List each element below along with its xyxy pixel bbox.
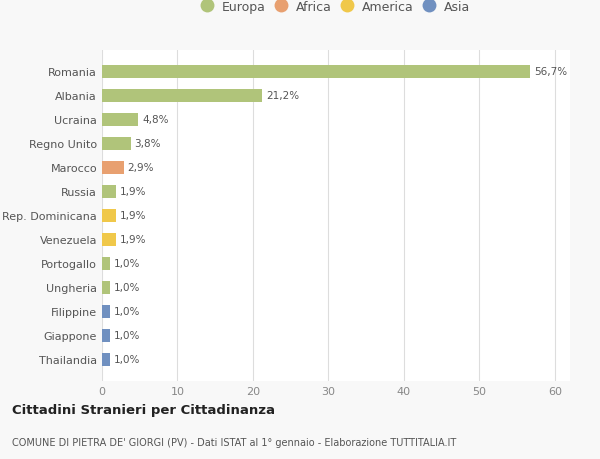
Bar <box>102 185 116 198</box>
Text: 3,8%: 3,8% <box>134 139 161 149</box>
Bar <box>102 353 110 366</box>
Text: 1,9%: 1,9% <box>120 187 146 197</box>
Text: 1,9%: 1,9% <box>120 211 146 221</box>
Bar <box>102 305 110 318</box>
Text: 1,0%: 1,0% <box>113 258 140 269</box>
Bar <box>102 257 110 270</box>
Bar <box>102 209 116 222</box>
Legend: Europa, Africa, America, Asia: Europa, Africa, America, Asia <box>199 0 473 18</box>
Text: 2,9%: 2,9% <box>128 163 154 173</box>
Bar <box>102 161 124 174</box>
Bar <box>102 329 110 342</box>
Text: 4,8%: 4,8% <box>142 115 169 125</box>
Text: 1,0%: 1,0% <box>113 330 140 341</box>
Text: 1,0%: 1,0% <box>113 354 140 364</box>
Text: 56,7%: 56,7% <box>534 67 567 77</box>
Text: 21,2%: 21,2% <box>266 91 299 101</box>
Bar <box>102 90 262 103</box>
Bar <box>102 113 138 127</box>
Bar <box>102 233 116 246</box>
Text: 1,0%: 1,0% <box>113 307 140 316</box>
Text: 1,0%: 1,0% <box>113 283 140 292</box>
Text: 1,9%: 1,9% <box>120 235 146 245</box>
Text: COMUNE DI PIETRA DE' GIORGI (PV) - Dati ISTAT al 1° gennaio - Elaborazione TUTTI: COMUNE DI PIETRA DE' GIORGI (PV) - Dati … <box>12 437 456 447</box>
Bar <box>102 137 131 151</box>
Bar <box>102 66 530 78</box>
Text: Cittadini Stranieri per Cittadinanza: Cittadini Stranieri per Cittadinanza <box>12 403 275 416</box>
Bar <box>102 281 110 294</box>
